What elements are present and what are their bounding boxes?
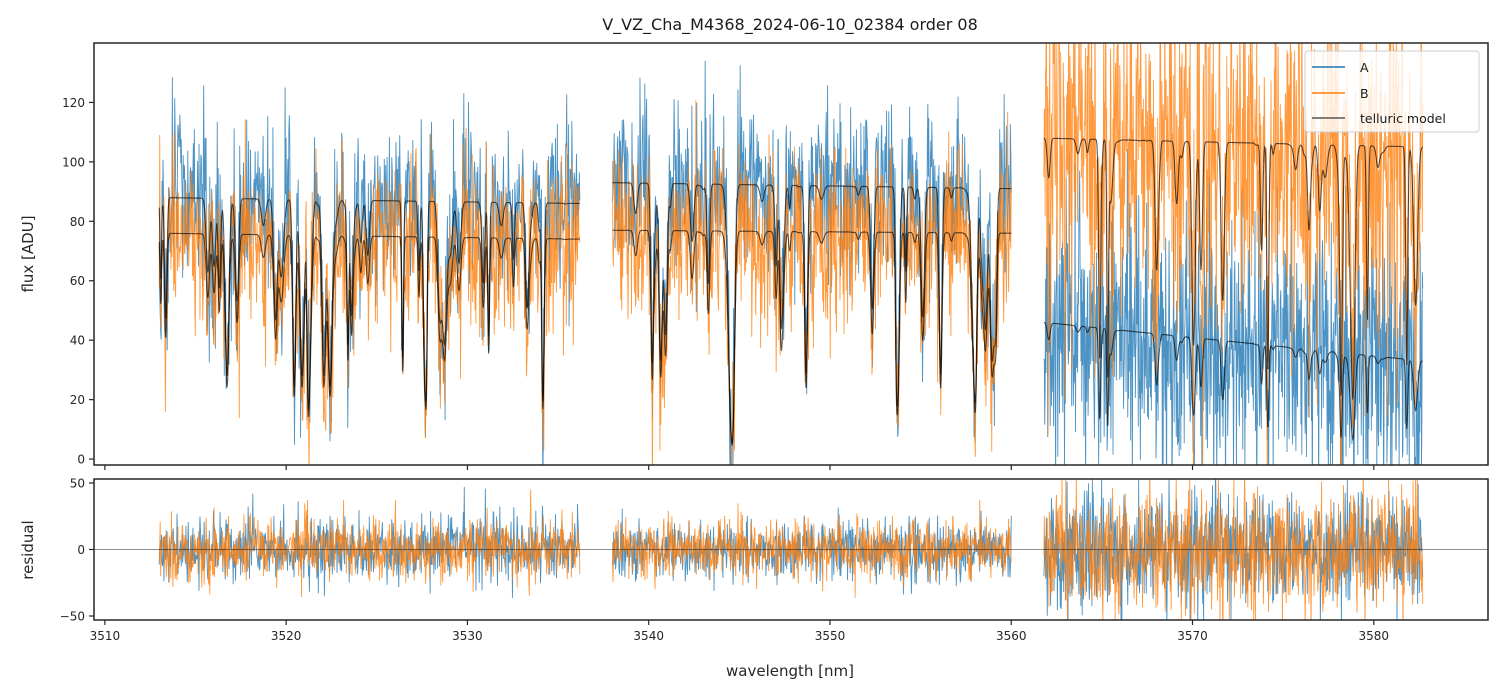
- legend-label-b: B: [1360, 86, 1369, 101]
- series-b-line: [158, 119, 581, 465]
- top-panel: 0 20 40 60 80 100 120 flux [ADU] A B telluric …: [19, 42, 1489, 470]
- x-tick-label: 3520: [271, 629, 302, 643]
- y-tick-label: 60: [70, 274, 85, 288]
- legend: A B telluric model: [1304, 50, 1480, 133]
- bottom-plot-area: [94, 479, 1488, 620]
- top-axes-frame: [93, 42, 1489, 466]
- x-tick-label: 3580: [1359, 629, 1390, 643]
- x-tick-label: 3560: [996, 629, 1027, 643]
- telluric-model-b-line: [158, 232, 580, 417]
- series-a-line: [1043, 149, 1424, 465]
- residual-b-line: [158, 489, 581, 598]
- series-b-line: [611, 100, 1012, 465]
- top-x-axis: [104, 465, 1375, 470]
- top-plot-area: [158, 43, 1424, 465]
- y-tick-label: 50: [70, 476, 85, 490]
- residual-b-line: [611, 499, 1012, 598]
- y-tick-label: 120: [62, 96, 85, 110]
- series-a-line: [158, 77, 581, 465]
- y-tick-label: 0: [77, 543, 85, 557]
- y-tick-label: 0: [77, 453, 85, 467]
- y-tick-label: 80: [70, 215, 85, 229]
- x-axis-label: wavelength [nm]: [726, 662, 854, 680]
- legend-label-telluric: telluric model: [1360, 111, 1446, 126]
- telluric-model-a-line: [158, 197, 580, 411]
- top-y-axis: 0 20 40 60 80 100 120: [62, 96, 94, 467]
- legend-label-a: A: [1360, 60, 1369, 75]
- bottom-y-axis: −50 0 50: [60, 476, 94, 624]
- x-tick-label: 3510: [90, 629, 121, 643]
- y-tick-label: 100: [62, 155, 85, 169]
- y-tick-label: 20: [70, 393, 85, 407]
- chart-title: V_VZ_Cha_M4368_2024-06-10_02384 order 08: [602, 15, 978, 35]
- x-tick-label: 3570: [1177, 629, 1208, 643]
- bottom-x-axis: 3510 3520 3530 3540 3550 3560 3570 3580: [90, 620, 1389, 643]
- x-tick-label: 3530: [452, 629, 483, 643]
- x-tick-label: 3540: [633, 629, 664, 643]
- top-y-axis-label: flux [ADU]: [19, 215, 37, 292]
- residual-b-line: [1043, 479, 1424, 620]
- x-tick-label: 3550: [815, 629, 846, 643]
- bottom-y-axis-label: residual: [19, 520, 37, 579]
- y-tick-label: 40: [70, 334, 85, 348]
- telluric-model-a-line: [1043, 321, 1423, 442]
- telluric-model-b-line: [1043, 137, 1424, 400]
- telluric-model-a-line: [612, 182, 1012, 444]
- y-tick-label: −50: [60, 610, 85, 624]
- telluric-model-b-line: [612, 229, 1012, 447]
- legend-box: [1304, 50, 1480, 133]
